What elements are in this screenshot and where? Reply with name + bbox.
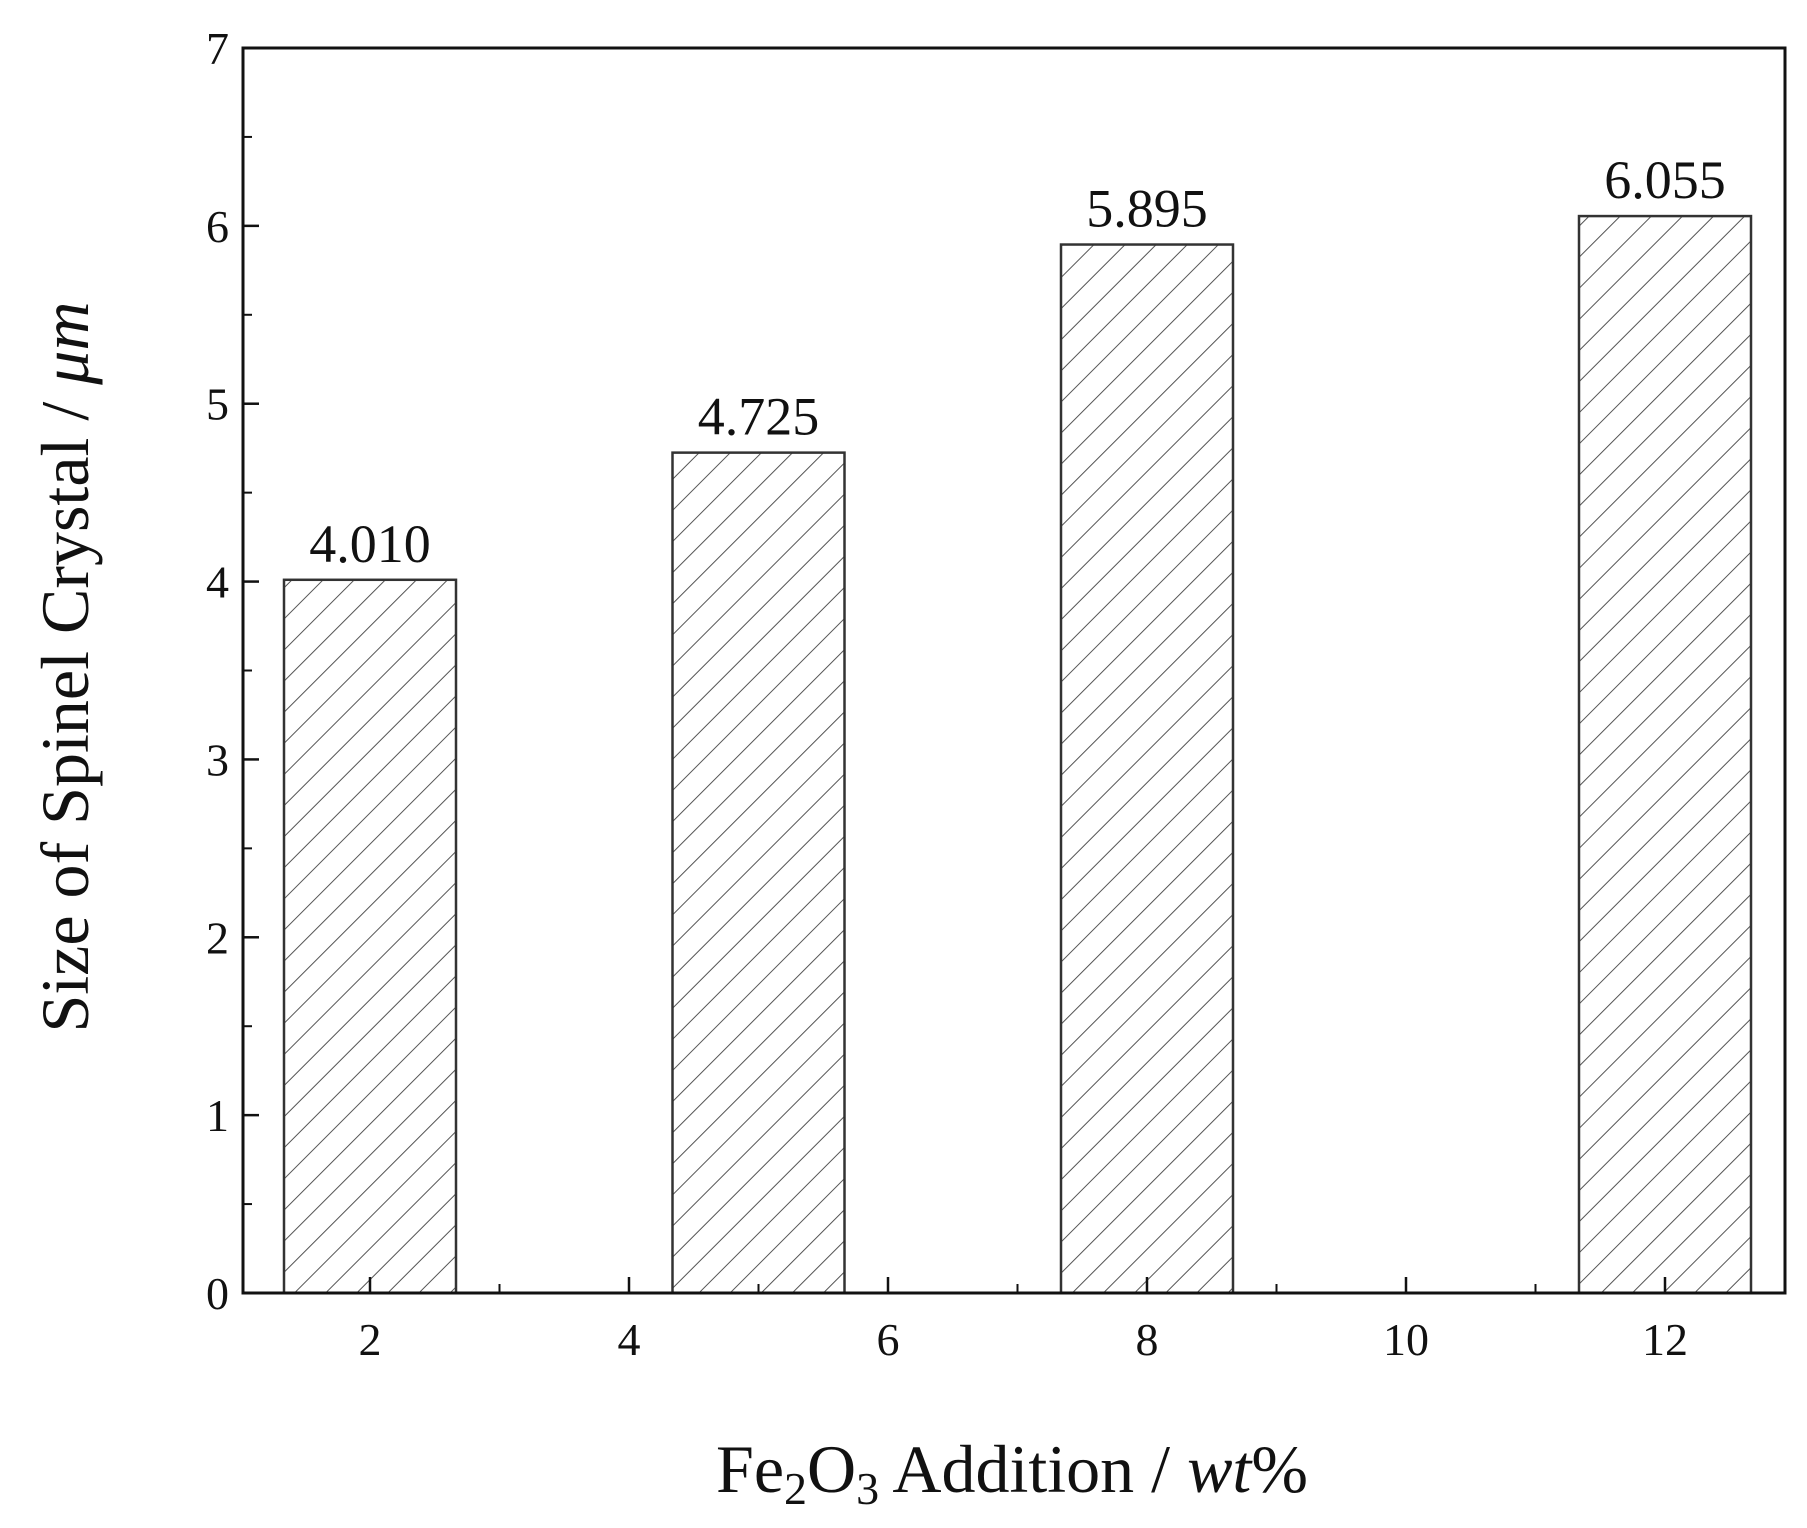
bar-x5 xyxy=(671,451,846,1295)
y-tick-label-1: 1 xyxy=(206,1090,229,1141)
y-tick-label-3: 3 xyxy=(206,734,229,785)
bar-x8 xyxy=(1059,243,1235,1295)
x-tick-label-8: 8 xyxy=(1136,1314,1159,1365)
y-axis: 0 1 2 3 4 5 6 7 xyxy=(206,23,259,1319)
x-axis-title: Fe2O3 Addition / wt% xyxy=(716,1431,1308,1514)
bar-label-x8: 5.895 xyxy=(1086,179,1208,239)
bars-group xyxy=(282,214,1753,1295)
y-tick-label-7: 7 xyxy=(206,23,229,74)
x-tick-label-12: 12 xyxy=(1642,1314,1688,1365)
y-tick-label-0: 0 xyxy=(206,1268,229,1319)
x-tick-label-4: 4 xyxy=(618,1314,641,1365)
y-tick-label-5: 5 xyxy=(206,379,229,430)
bar-label-x5: 4.725 xyxy=(698,387,820,447)
y-axis-title: Size of Spinel Crystal / μm xyxy=(27,301,103,1032)
x-tick-label-10: 10 xyxy=(1383,1314,1429,1365)
y-tick-label-6: 6 xyxy=(206,201,229,252)
bar-label-x2: 4.010 xyxy=(309,514,431,574)
bar-label-x12: 6.055 xyxy=(1604,150,1726,210)
plot-frame xyxy=(241,46,1787,1295)
x-axis: 2 4 6 8 10 12 xyxy=(359,1277,1688,1365)
y-tick-label-2: 2 xyxy=(206,912,229,963)
plot-border xyxy=(241,46,1787,1295)
y-tick-label-4: 4 xyxy=(206,557,229,608)
bar-x2 xyxy=(282,578,458,1295)
bar-value-labels: 4.010 4.725 5.895 6.055 xyxy=(309,150,1726,574)
x-tick-label-2: 2 xyxy=(359,1314,382,1365)
x-tick-label-6: 6 xyxy=(877,1314,900,1365)
bar-x12 xyxy=(1577,214,1753,1295)
